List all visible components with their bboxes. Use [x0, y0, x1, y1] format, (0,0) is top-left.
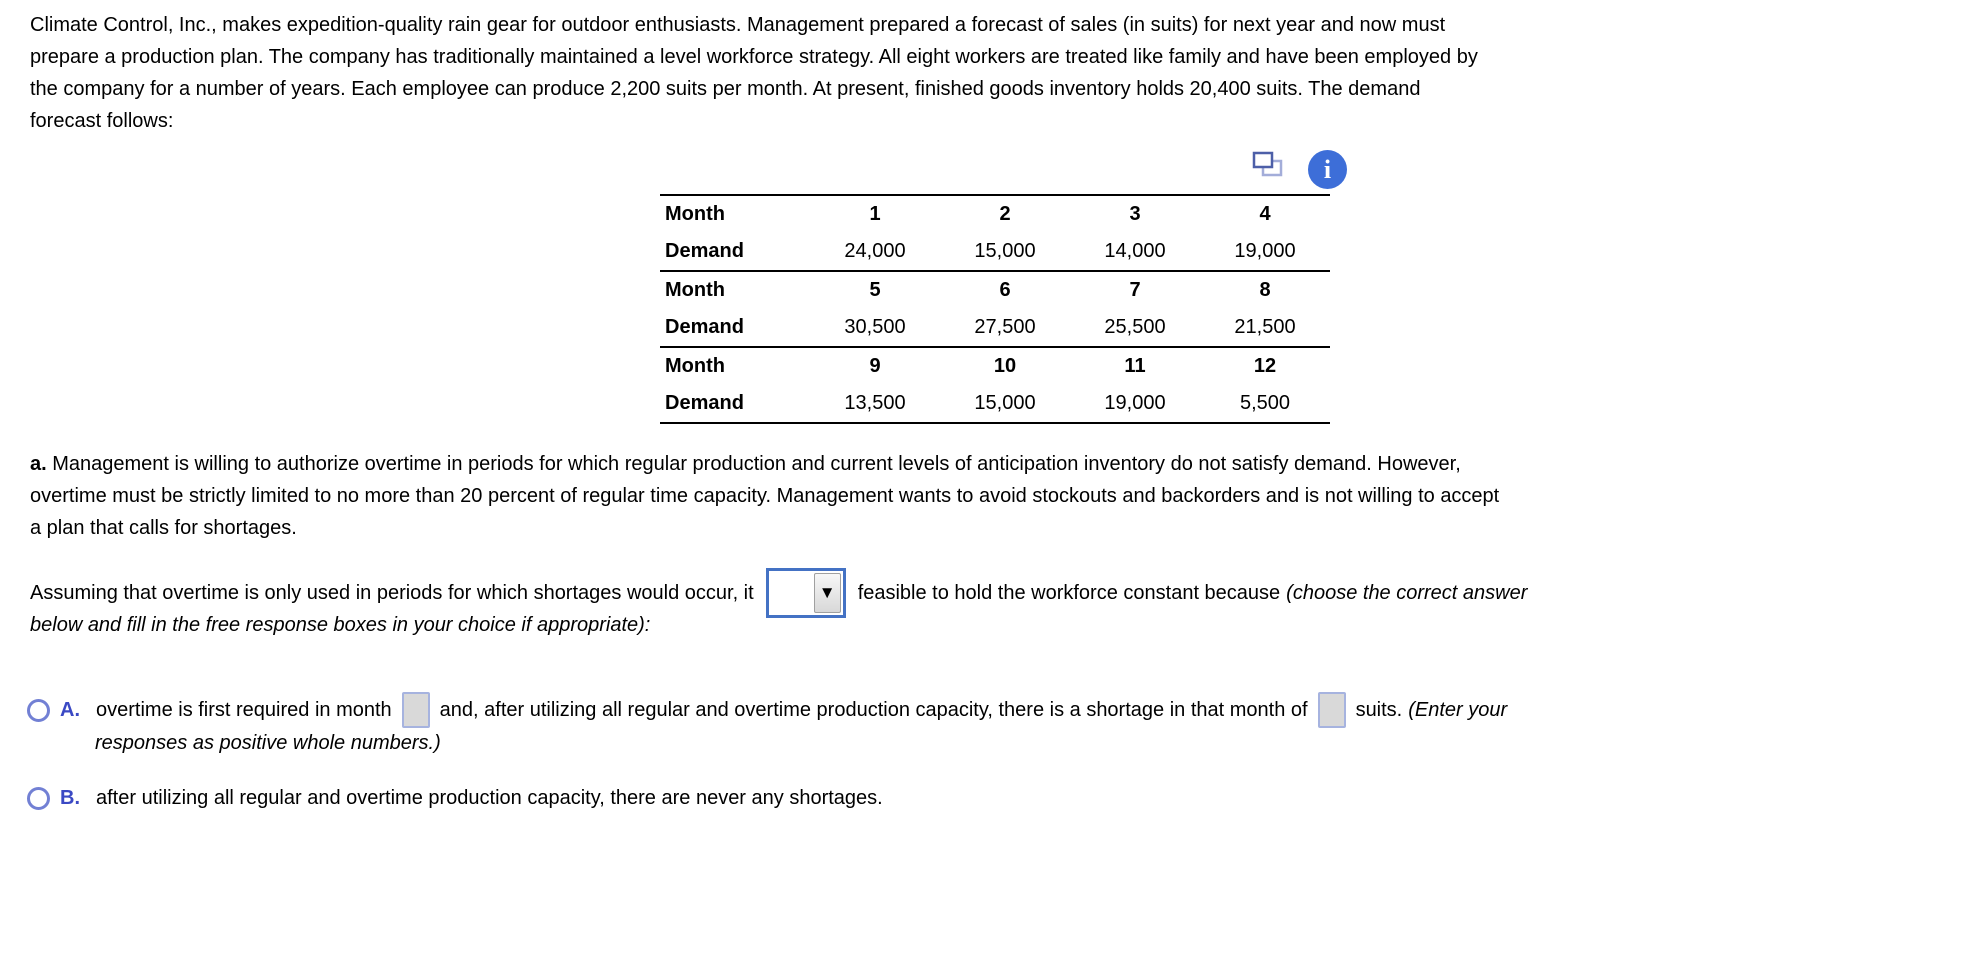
option-b-text: after utilizing all regular and overtime… — [96, 786, 883, 809]
table-row: Month 9 10 11 12 — [660, 346, 1330, 385]
option-b: B. after utilizing all regular and overt… — [27, 786, 883, 810]
month-cell: 12 — [1200, 346, 1330, 385]
option-a-letter: A. — [60, 698, 80, 721]
shortage-suits-input[interactable] — [1317, 692, 1346, 728]
table-row: Demand 24,000 15,000 14,000 19,000 — [660, 233, 1330, 271]
month-cell: 4 — [1200, 194, 1330, 233]
info-icon[interactable]: i — [1308, 150, 1347, 189]
feasibility-question: Assuming that overtime is only used in p… — [30, 568, 1527, 618]
option-a: A. overtime is first required in month a… — [27, 690, 1507, 730]
option-a-radio[interactable] — [27, 698, 50, 722]
intro-line: forecast follows: — [30, 110, 174, 132]
intro-line: Climate Control, Inc., makes expedition-… — [30, 14, 1446, 36]
row-label: Demand — [665, 392, 744, 414]
problem-statement: Climate Control, Inc., makes expedition-… — [30, 9, 1478, 137]
demand-cell: 27,500 — [974, 316, 1036, 338]
demand-cell: 19,000 — [1104, 392, 1166, 414]
row-label: Demand — [665, 316, 744, 338]
question-text-after: feasible to hold the workforce constant … — [857, 581, 1528, 604]
question-instruction-line2: below and fill in the free response boxe… — [30, 614, 651, 636]
demand-cell: 14,000 — [1104, 240, 1166, 262]
part-a-line: a plan that calls for shortages. — [30, 517, 297, 539]
row-label: Month — [660, 194, 810, 233]
option-b-radio[interactable] — [27, 786, 50, 810]
part-a-label: a. — [30, 453, 47, 475]
month-cell: 7 — [1070, 270, 1200, 309]
month-cell: 2 — [940, 194, 1070, 233]
demand-cell: 13,500 — [844, 392, 906, 414]
month-cell: 5 — [810, 270, 940, 309]
part-a-line: overtime must be strictly limited to no … — [30, 485, 1500, 507]
table-row: Demand 13,500 15,000 19,000 5,500 — [660, 385, 1330, 423]
month-cell: 9 — [810, 346, 940, 385]
select-arrow-button[interactable]: ▼ — [813, 573, 841, 613]
demand-cell: 25,500 — [1104, 316, 1166, 338]
feasibility-select[interactable]: ▼ — [765, 568, 846, 618]
question-text-before: Assuming that overtime is only used in p… — [30, 581, 754, 604]
option-b-letter: B. — [60, 786, 80, 809]
part-a-statement: a. Management is willing to authorize ov… — [30, 448, 1499, 544]
demand-cell: 15,000 — [974, 392, 1036, 414]
row-label: Month — [660, 346, 810, 385]
row-label: Demand — [665, 240, 744, 262]
demand-cell: 15,000 — [974, 240, 1036, 262]
month-cell: 3 — [1070, 194, 1200, 233]
month-cell: 11 — [1070, 346, 1200, 385]
table-row: Demand 30,500 27,500 25,500 21,500 — [660, 309, 1330, 347]
part-a-line: Management is willing to authorize overt… — [52, 453, 1461, 475]
month-cell: 1 — [810, 194, 940, 233]
row-label: Month — [660, 270, 810, 309]
first-shortage-month-input[interactable] — [401, 692, 430, 728]
intro-line: prepare a production plan. The company h… — [30, 46, 1478, 68]
table-row: Month 1 2 3 4 — [660, 194, 1330, 233]
month-cell: 10 — [940, 346, 1070, 385]
info-icon-glyph: i — [1323, 154, 1332, 184]
intro-line: the company for a number of years. Each … — [30, 78, 1421, 100]
copy-icon[interactable] — [1252, 151, 1284, 180]
option-a-text: overtime is first required in month and,… — [96, 692, 1507, 728]
demand-cell: 19,000 — [1234, 240, 1296, 262]
demand-cell: 30,500 — [844, 316, 906, 338]
option-a-text-line2: responses as positive whole numbers.) — [95, 732, 441, 754]
demand-table: Month 1 2 3 4 Demand 24,000 15,000 14,00… — [660, 194, 1330, 424]
demand-cell: 21,500 — [1234, 316, 1296, 338]
month-cell: 8 — [1200, 270, 1330, 309]
table-row: Month 5 6 7 8 — [660, 270, 1330, 309]
question-instruction-italic: (choose the correct answer — [1286, 581, 1528, 604]
chevron-down-icon: ▼ — [818, 583, 836, 602]
month-cell: 6 — [940, 270, 1070, 309]
demand-cell: 5,500 — [1239, 392, 1291, 414]
demand-cell: 24,000 — [844, 240, 906, 262]
